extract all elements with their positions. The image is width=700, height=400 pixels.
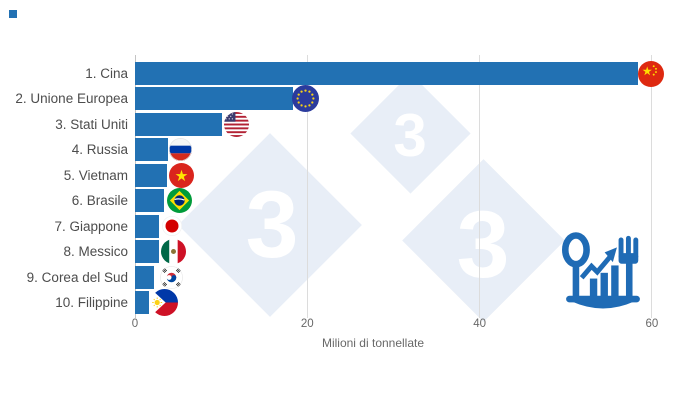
- category-label: 1. Cina: [85, 66, 128, 81]
- flag-china-icon: [638, 60, 665, 87]
- x-tick-label: 60: [645, 318, 659, 330]
- watermark-three-icon: 3: [245, 172, 299, 278]
- category-label: 5. Vietnam: [63, 167, 128, 183]
- gridline: [306, 55, 308, 318]
- x-tick-label: 20: [300, 318, 314, 330]
- watermark-three-icon: 3: [456, 192, 510, 298]
- flag-russia-icon: [168, 138, 192, 162]
- flag-mexico-icon: [161, 239, 187, 265]
- bar-vietnam[interactable]: [135, 163, 167, 187]
- bar-mexico[interactable]: [135, 240, 160, 264]
- bar-russia[interactable]: [135, 138, 168, 162]
- category-label: 6. Brasile: [71, 193, 128, 209]
- category-label: 9. Corea del Sud: [26, 269, 128, 285]
- bar-european-union[interactable]: [135, 87, 293, 111]
- bar-philippines[interactable]: [135, 291, 149, 315]
- watermark-three-icon: 3: [393, 102, 427, 169]
- flag-brazil-icon: [167, 188, 193, 214]
- top-left-blue-marker: [9, 10, 17, 18]
- bar-japan[interactable]: [135, 214, 160, 238]
- x-tick-label: 40: [473, 318, 486, 330]
- category-label: 4. Russia: [71, 142, 128, 158]
- gridline: [479, 55, 481, 318]
- category-label: 7. Giappone: [54, 218, 128, 234]
- x-tick-label: 0: [131, 318, 139, 330]
- flag-vietnam-icon: [168, 162, 194, 188]
- bar-china[interactable]: [135, 62, 639, 85]
- category-label: 8. Messico: [63, 244, 128, 260]
- bar-united-states[interactable]: [135, 112, 222, 136]
- x-axis-title: Milioni di tonnellate: [321, 336, 425, 350]
- gridline: [651, 55, 653, 318]
- flag-european-union-icon: [291, 85, 319, 113]
- flag-south-korea-icon: [159, 265, 183, 289]
- bar-south-korea[interactable]: [135, 265, 154, 289]
- bar-brazil[interactable]: [135, 189, 165, 213]
- consumption-trend-icon: [562, 232, 640, 309]
- flag-united-states-icon: [224, 111, 249, 137]
- category-label: 10. Filippine: [55, 295, 128, 311]
- flag-philippines-icon: [150, 289, 178, 317]
- flag-japan-icon: [162, 216, 183, 237]
- category-label: 3. Stati Uniti: [55, 116, 128, 132]
- category-label: 2. Unione Europea: [15, 91, 128, 107]
